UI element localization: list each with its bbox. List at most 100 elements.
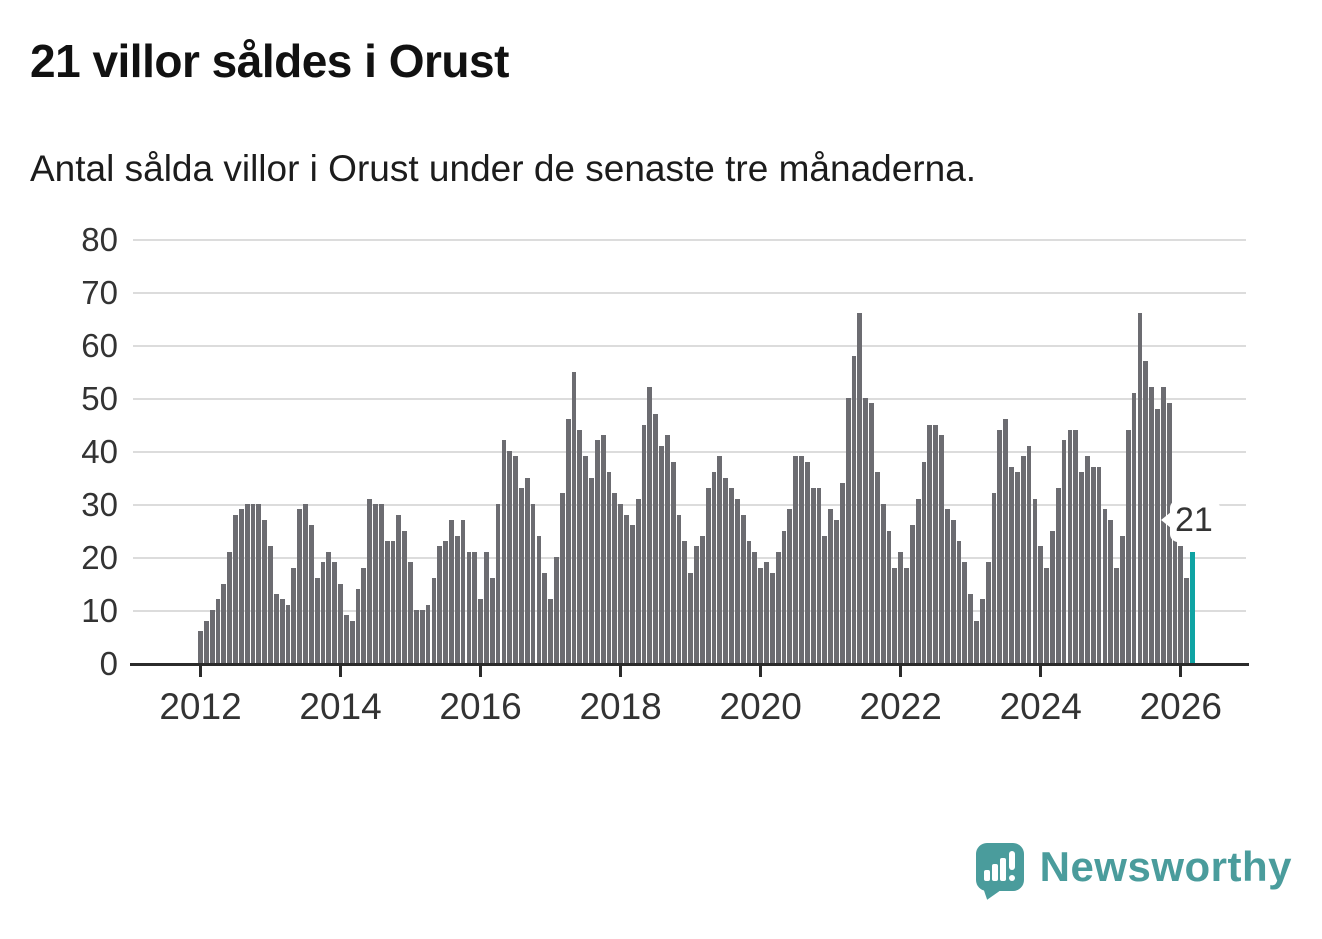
bar: [279, 599, 285, 663]
bar: [559, 493, 565, 663]
bar: [1131, 392, 1137, 663]
x-axis-line: [130, 662, 1249, 666]
bar: [303, 504, 308, 663]
x-axis-label-2022: 2022: [859, 686, 942, 727]
bar: [892, 567, 898, 663]
bar: [944, 509, 950, 663]
bar: [769, 572, 775, 663]
bar: [1009, 466, 1014, 663]
bar: [653, 413, 659, 663]
bar: [542, 572, 548, 663]
x-axis-label-2012: 2012: [159, 686, 242, 727]
bar: [583, 456, 588, 663]
bar: [1137, 313, 1143, 663]
bar: [250, 504, 256, 663]
bar: [536, 535, 542, 663]
bar: [507, 451, 513, 663]
bar: [1015, 472, 1020, 663]
newsworthy-logo-icon: [975, 843, 1024, 903]
brand-logo: Newsworthy: [975, 843, 1292, 903]
bar: [915, 498, 921, 663]
bar: [950, 519, 956, 663]
x-axis-tick-2024: [1039, 665, 1043, 677]
bar: [863, 398, 869, 663]
x-axis-label-2016: 2016: [439, 686, 522, 727]
bar: [378, 504, 384, 663]
bar: [909, 525, 915, 663]
bar: [711, 472, 717, 663]
bar: [933, 424, 939, 663]
bar: [349, 620, 355, 663]
bar: [396, 514, 402, 663]
bar: [845, 398, 851, 663]
y-axis-label-70: 70: [81, 274, 118, 311]
bar: [390, 541, 396, 663]
x-axis-label-2020: 2020: [719, 686, 802, 727]
bar: [221, 583, 227, 663]
bar: [198, 631, 203, 663]
x-axis-tick-2018: [619, 665, 623, 677]
bar: [425, 604, 431, 663]
x-axis-label-2024: 2024: [999, 686, 1082, 727]
gridline-y70: [133, 292, 1246, 294]
bar: [594, 440, 600, 663]
y-axis-label-0: 0: [99, 645, 118, 682]
bar: [262, 519, 268, 663]
bar: [571, 371, 577, 663]
bar: [787, 509, 793, 663]
bar: [974, 620, 979, 663]
bar: [484, 551, 489, 663]
bar: [215, 599, 221, 663]
bar: [530, 504, 536, 663]
x-axis-tick-2014: [339, 665, 343, 677]
bar: [343, 615, 349, 663]
bar: [799, 456, 804, 663]
bar: [1166, 403, 1172, 663]
page-title: 21 villor såldes i Orust: [30, 35, 509, 87]
x-axis-label-2026: 2026: [1139, 686, 1222, 727]
bar: [1149, 387, 1154, 663]
bar: [746, 541, 752, 663]
bar: [793, 456, 799, 663]
bar: [285, 604, 291, 663]
bar: [314, 578, 320, 663]
bar: [355, 588, 361, 663]
bar: [956, 541, 962, 663]
bar: [489, 578, 495, 663]
bar: [449, 519, 454, 663]
bar: [548, 599, 553, 663]
bar: [828, 509, 834, 663]
bar: [495, 504, 501, 663]
bar: [723, 477, 729, 663]
gridline-y50: [133, 398, 1246, 400]
bar: [1178, 546, 1184, 663]
bar: [816, 488, 822, 663]
annotation-text: 21: [1175, 501, 1213, 539]
bar: [1125, 429, 1131, 663]
bar: [851, 355, 857, 663]
bar: [233, 514, 238, 663]
x-axis-tick-2020: [759, 665, 763, 677]
highlight-bar: [1190, 551, 1195, 663]
y-axis-label-80: 80: [81, 221, 118, 258]
bar: [1079, 472, 1084, 663]
bar: [268, 546, 273, 663]
bar: [834, 519, 839, 663]
bar: [443, 541, 448, 663]
bar: [273, 594, 279, 663]
bar: [1085, 456, 1090, 663]
x-axis-tick-2016: [479, 665, 483, 677]
bar: [606, 472, 612, 663]
bar: [238, 509, 244, 663]
y-axis-label-20: 20: [81, 539, 118, 576]
gridline-y30: [133, 504, 1246, 506]
bar: [413, 610, 419, 663]
bar: [1096, 466, 1102, 663]
bar: [641, 424, 647, 663]
bar: [688, 572, 694, 663]
x-axis-tick-2022: [899, 665, 903, 677]
bar: [775, 551, 781, 663]
bar: [676, 514, 682, 663]
